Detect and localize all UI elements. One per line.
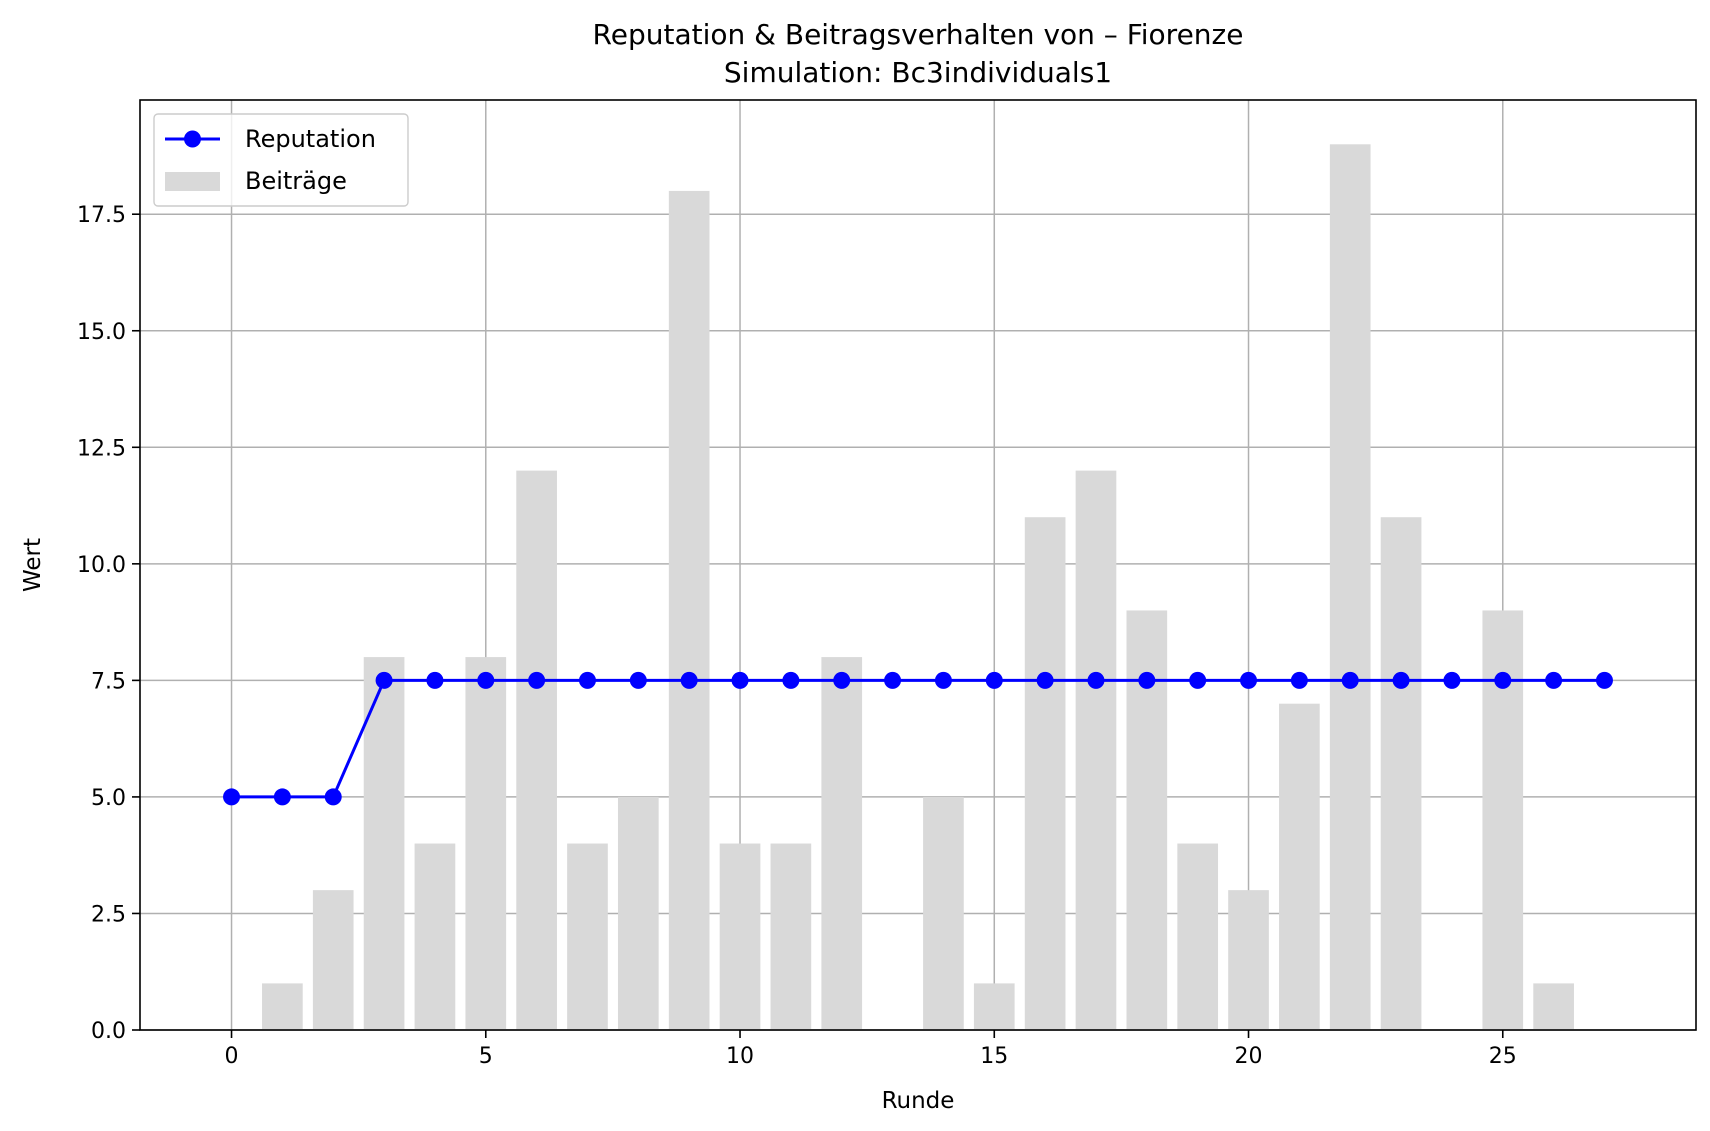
reputation-point xyxy=(477,671,495,689)
bar xyxy=(770,843,812,1030)
bar xyxy=(668,190,710,1031)
x-axis-label: Runde xyxy=(882,1088,955,1114)
reputation-point xyxy=(1036,671,1054,689)
bar xyxy=(973,983,1015,1030)
bar xyxy=(1329,144,1371,1031)
reputation-point xyxy=(1494,671,1512,689)
y-tick-label: 0.0 xyxy=(91,1019,126,1044)
reputation-point xyxy=(884,671,902,689)
y-axis: 0.0 2.5 5.0 7.5 10.0 12.5 15.0 17.5 xyxy=(77,203,140,1044)
reputation-point xyxy=(1392,671,1410,689)
bar xyxy=(465,657,507,1030)
y-tick-label: 10.0 xyxy=(77,553,126,578)
reputation-point xyxy=(680,671,698,689)
reputation-point xyxy=(1240,671,1258,689)
reputation-point xyxy=(375,671,393,689)
reputation-point xyxy=(731,671,749,689)
legend-beitraege-label: Beiträge xyxy=(245,167,347,195)
reputation-point xyxy=(1138,671,1156,689)
reputation-point xyxy=(223,788,241,806)
bar xyxy=(1533,983,1574,1030)
chart-subtitle: Simulation: Bc3individuals1 xyxy=(724,56,1112,89)
x-tick-label: 20 xyxy=(1235,1044,1263,1069)
reputation-point xyxy=(629,671,647,689)
reputation-point xyxy=(1595,671,1613,689)
legend-reputation-label: Reputation xyxy=(245,125,376,153)
x-tick-label: 5 xyxy=(479,1044,493,1069)
bar xyxy=(923,796,964,1030)
x-axis: 0 5 10 15 20 25 xyxy=(225,1030,1517,1069)
bar xyxy=(363,657,405,1030)
reputation-point xyxy=(1290,671,1308,689)
bar xyxy=(1177,843,1219,1030)
reputation-point xyxy=(1189,671,1207,689)
x-tick-label: 10 xyxy=(726,1044,754,1069)
reputation-point xyxy=(578,671,596,689)
bar xyxy=(821,657,863,1030)
reputation-point xyxy=(324,788,342,806)
reputation-point xyxy=(833,671,851,689)
x-tick-label: 15 xyxy=(980,1044,1008,1069)
legend: Reputation Beiträge xyxy=(153,113,409,207)
reputation-point xyxy=(1545,671,1563,689)
reputation-point xyxy=(426,671,444,689)
reputation-point xyxy=(1443,671,1461,689)
y-axis-label: Wert xyxy=(20,538,46,592)
reputation-series xyxy=(223,671,1613,806)
bar xyxy=(1024,517,1066,1030)
y-tick-label: 7.5 xyxy=(91,669,126,694)
bar xyxy=(262,983,303,1030)
reputation-point xyxy=(1341,671,1359,689)
x-tick-label: 25 xyxy=(1489,1044,1517,1069)
reputation-line xyxy=(231,678,1605,799)
bar xyxy=(617,796,659,1030)
bar xyxy=(1279,703,1320,1030)
bar xyxy=(1075,470,1117,1030)
reputation-point xyxy=(985,671,1003,689)
legend-beitraege-swatch xyxy=(165,172,220,191)
bar xyxy=(1228,890,1269,1030)
plot-frame xyxy=(139,99,1697,1031)
bar xyxy=(414,843,456,1030)
reputation-point xyxy=(934,671,952,689)
y-tick-label: 17.5 xyxy=(77,203,126,228)
reputation-point xyxy=(273,788,291,806)
legend-reputation-marker xyxy=(184,130,201,148)
x-tick-label: 0 xyxy=(225,1044,239,1069)
y-tick-label: 5.0 xyxy=(91,786,126,811)
y-tick-label: 2.5 xyxy=(91,902,126,927)
bar xyxy=(516,470,557,1030)
y-tick-label: 12.5 xyxy=(77,436,126,461)
chart-title: Reputation & Beitragsverhalten von – Fio… xyxy=(593,18,1244,51)
bar xyxy=(312,890,354,1030)
reputation-point xyxy=(528,671,546,689)
bar xyxy=(719,843,761,1030)
bar xyxy=(567,843,608,1030)
y-tick-label: 15.0 xyxy=(77,320,126,345)
reputation-point xyxy=(1087,671,1105,689)
reputation-point xyxy=(782,671,800,689)
bar xyxy=(1380,517,1422,1030)
